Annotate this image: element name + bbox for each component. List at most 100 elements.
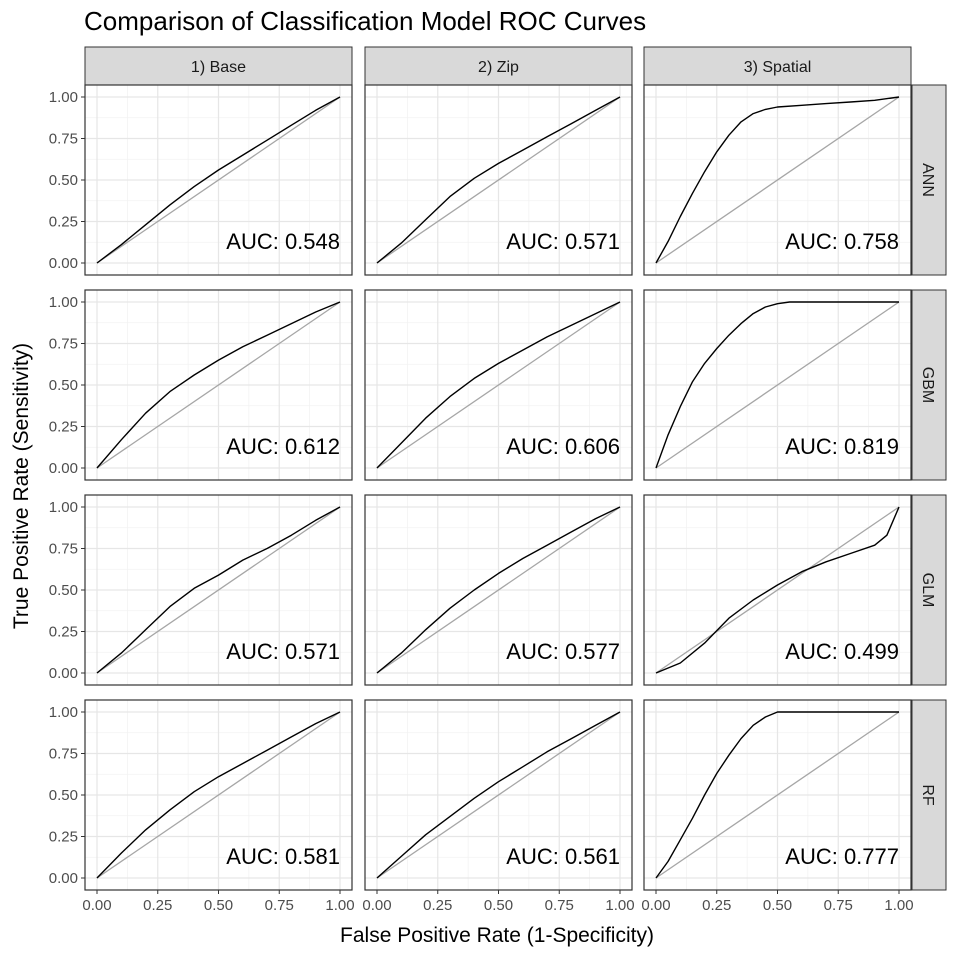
roc-panel: AUC: 0.777 (643, 699, 912, 891)
x-tick-label: 0.75 (545, 897, 574, 914)
facet-strip-row (911, 494, 947, 686)
y-tick-label: 0.50 (49, 787, 78, 804)
diagonal-reference-line (655, 301, 900, 469)
chart-title: Comparison of Classification Model ROC C… (84, 6, 647, 36)
x-tick-label: 0.25 (143, 897, 172, 914)
facet-strip-row-label: GBM (919, 367, 936, 403)
diagonal-reference-line (376, 711, 621, 879)
auc-label: AUC: 0.819 (785, 434, 899, 459)
diagonal-reference-line (376, 301, 621, 469)
roc-curve-line (376, 96, 621, 264)
panel-border (364, 84, 633, 276)
auc-label: AUC: 0.577 (506, 639, 620, 664)
x-tick-label: 0.00 (82, 897, 111, 914)
roc-panel: AUC: 0.571 (364, 84, 633, 276)
x-tick-label: 0.50 (484, 897, 513, 914)
y-tick-label: 0.25 (49, 214, 78, 231)
facet-strip-column (364, 46, 633, 86)
y-tick-label: 0.75 (49, 746, 78, 763)
x-tick-label: 0.25 (702, 897, 731, 914)
roc-curve-line (376, 301, 621, 469)
diagonal-reference-line (96, 506, 341, 674)
x-tick-label: 0.50 (763, 897, 792, 914)
auc-label: AUC: 0.561 (506, 844, 620, 869)
y-tick-label: 0.00 (49, 665, 78, 682)
panel-border (643, 289, 912, 481)
x-tick-label: 0.00 (641, 897, 670, 914)
y-tick-label: 0.75 (49, 336, 78, 353)
roc-curve-line (655, 711, 899, 879)
roc-curve-line (376, 711, 621, 879)
diagonal-reference-line (655, 711, 900, 879)
diagonal-reference-line (96, 96, 341, 264)
x-tick-label: 1.00 (325, 897, 354, 914)
x-tick-label: 0.00 (362, 897, 391, 914)
y-tick-label: 1.00 (49, 294, 78, 311)
roc-panel: AUC: 0.571 (84, 494, 353, 686)
roc-panel: AUC: 0.819 (643, 289, 912, 481)
y-tick-label: 0.50 (49, 582, 78, 599)
roc-panel: AUC: 0.606 (364, 289, 633, 481)
panel-border (364, 494, 633, 686)
diagonal-reference-line (376, 506, 621, 674)
facet-strip-column (84, 46, 353, 86)
y-tick-label: 1.00 (49, 704, 78, 721)
roc-curve-line (96, 301, 341, 469)
y-tick-label: 0.00 (49, 255, 78, 272)
auc-label: AUC: 0.606 (506, 434, 620, 459)
facet-strip-row-label: RF (919, 784, 936, 806)
y-tick-label: 1.00 (49, 499, 78, 516)
x-axis-label: False Positive Rate (1-Specificity) (340, 924, 654, 947)
y-tick-label: 0.25 (49, 624, 78, 641)
roc-curve-line (376, 506, 621, 674)
roc-panel: AUC: 0.612 (84, 289, 353, 481)
y-tick-label: 0.50 (49, 377, 78, 394)
y-tick-label: 1.00 (49, 89, 78, 106)
y-tick-label: 0.00 (49, 460, 78, 477)
diagonal-reference-line (655, 506, 900, 674)
panel-border (643, 494, 912, 686)
diagonal-reference-line (96, 711, 341, 879)
auc-label: AUC: 0.571 (506, 229, 620, 254)
auc-label: AUC: 0.581 (226, 844, 340, 869)
y-tick-label: 0.25 (49, 419, 78, 436)
roc-panel: AUC: 0.499 (643, 494, 912, 686)
facet-strip-column-label: 2) Zip (478, 59, 519, 76)
roc-curve-line (96, 711, 341, 879)
auc-label: AUC: 0.612 (226, 434, 340, 459)
facet-strip-row-label: ANN (919, 163, 936, 197)
roc-panel: AUC: 0.581 (84, 699, 353, 891)
x-tick-label: 0.75 (265, 897, 294, 914)
y-tick-label: 0.75 (49, 131, 78, 148)
x-tick-label: 0.75 (824, 897, 853, 914)
panel-border (643, 84, 912, 276)
y-tick-label: 0.50 (49, 172, 78, 189)
panel-border (364, 289, 633, 481)
x-tick-label: 1.00 (605, 897, 634, 914)
roc-panel: AUC: 0.758 (643, 84, 912, 276)
facet-strip-row (911, 84, 947, 276)
roc-panel: AUC: 0.548 (84, 84, 353, 276)
roc-panel: AUC: 0.577 (364, 494, 633, 686)
diagonal-reference-line (96, 301, 341, 469)
roc-curve-line (96, 96, 341, 264)
y-tick-label: 0.25 (49, 829, 78, 846)
auc-label: AUC: 0.777 (785, 844, 899, 869)
facet-strip-row-label: GLM (919, 573, 936, 608)
facet-strip-column-label: 3) Spatial (744, 59, 812, 76)
y-tick-label: 0.75 (49, 541, 78, 558)
auc-label: AUC: 0.499 (785, 639, 899, 664)
auc-label: AUC: 0.571 (226, 639, 340, 664)
facet-strip-row (911, 289, 947, 481)
roc-panel: AUC: 0.561 (364, 699, 633, 891)
diagonal-reference-line (655, 96, 900, 264)
roc-curve-line (655, 96, 900, 264)
diagonal-reference-line (376, 96, 621, 264)
roc-curve-line (655, 301, 899, 469)
roc-curve-line (655, 506, 900, 674)
facet-strip-column-label: 1) Base (191, 59, 246, 76)
x-tick-label: 0.25 (423, 897, 452, 914)
auc-label: AUC: 0.548 (226, 229, 340, 254)
facet-strip-row (911, 699, 947, 891)
